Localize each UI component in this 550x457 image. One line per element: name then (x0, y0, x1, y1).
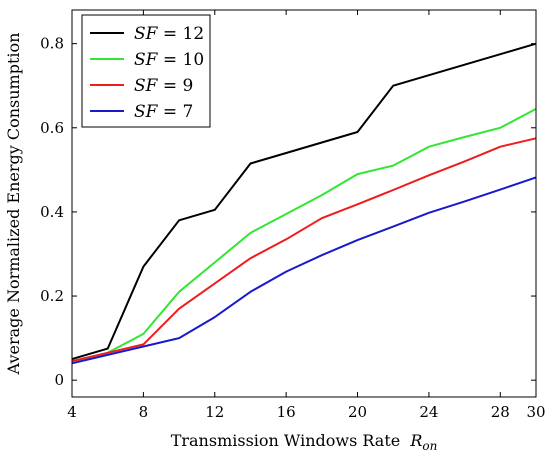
legend-label: SF = 12 (134, 24, 204, 44)
y-tick-label: 0.6 (40, 119, 64, 137)
y-tick-label: 0.8 (40, 35, 64, 53)
x-tick-label: 30 (526, 403, 545, 421)
series-line (71, 108, 537, 363)
x-tick-label: 12 (205, 403, 224, 421)
series-line (71, 176, 537, 365)
y-tick-label: 0.4 (40, 203, 64, 221)
x-axis-label: Transmission Windows Rate Ron (171, 431, 438, 453)
legend-label: SF = 10 (134, 50, 204, 70)
x-tick-label: 20 (348, 403, 367, 421)
plot-frame (71, 9, 537, 398)
legend: SF = 12 SF = 10 SF = 9 SF = 7 (81, 14, 211, 128)
y-axis-label: Average Normalized Energy Consumption (4, 33, 23, 376)
legend-label: SF = 9 (134, 76, 193, 96)
x-tick-label: 28 (491, 403, 510, 421)
axis-ticks: 4 8 12 16 20 24 28 30 0 0.2 0.4 0.6 0.8 (40, 10, 546, 421)
legend-label: SF = 7 (134, 102, 193, 122)
plot-lines (71, 42, 537, 365)
x-axis-label-subscript: on (422, 439, 437, 453)
x-tick-label: 4 (67, 403, 77, 421)
y-tick-label: 0.2 (40, 287, 64, 305)
x-axis-label-text: Transmission Windows Rate (171, 431, 401, 450)
series-line (71, 42, 537, 361)
series-line (71, 137, 537, 363)
x-tick-label: 8 (139, 403, 149, 421)
x-tick-label: 24 (419, 403, 438, 421)
y-tick-label: 0 (54, 371, 64, 389)
x-axis-label-symbol: R (409, 431, 422, 450)
x-tick-label: 16 (277, 403, 296, 421)
